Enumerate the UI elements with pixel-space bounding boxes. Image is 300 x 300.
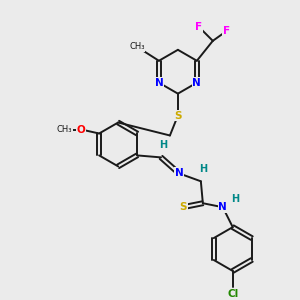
- Text: H: H: [199, 164, 207, 174]
- Text: Cl: Cl: [227, 289, 238, 299]
- Text: F: F: [195, 22, 203, 32]
- Text: N: N: [193, 78, 201, 88]
- Text: N: N: [175, 168, 183, 178]
- Text: S: S: [174, 111, 182, 121]
- Text: H: H: [159, 140, 167, 150]
- Text: N: N: [218, 202, 227, 212]
- Text: H: H: [231, 194, 239, 204]
- Text: N: N: [154, 78, 163, 88]
- Text: F: F: [223, 26, 230, 36]
- Text: S: S: [179, 202, 187, 212]
- Text: CH₃: CH₃: [129, 42, 145, 51]
- Text: O: O: [77, 124, 85, 134]
- Text: CH₃: CH₃: [56, 125, 72, 134]
